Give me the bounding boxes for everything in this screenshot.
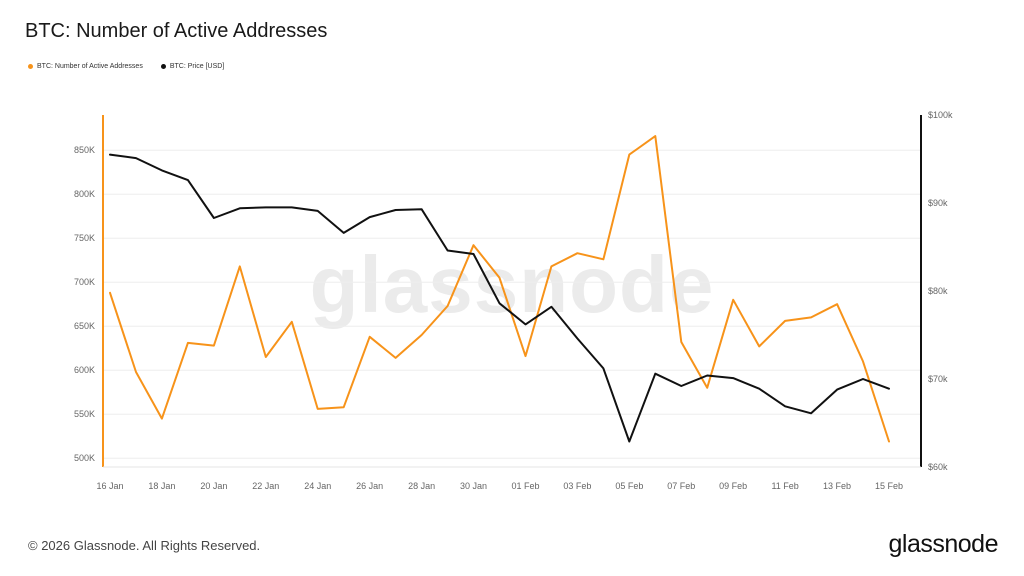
x-tick-label: 24 Jan <box>304 481 331 491</box>
y-right-tick-label: $100k <box>928 110 953 120</box>
x-tick-label: 05 Feb <box>615 481 643 491</box>
axes <box>102 115 922 468</box>
grid-lines <box>103 149 921 459</box>
x-tick-label: 09 Feb <box>719 481 747 491</box>
brand-logo[interactable]: glassnode <box>888 530 999 558</box>
x-tick-label: 07 Feb <box>667 481 695 491</box>
x-tick-label: 15 Feb <box>875 481 903 491</box>
price-series-line <box>109 153 890 443</box>
y-left-tick-label: 700K <box>74 277 95 287</box>
tick-labels: 500K 550K 600K 650K 700K 750K 800K 850K $60k $70k… <box>74 110 953 491</box>
y-left-tick-label: 750K <box>74 233 95 243</box>
active-addresses-series-line <box>109 135 890 443</box>
legend-dot-price <box>160 64 166 69</box>
x-tick-label: 20 Jan <box>200 481 227 491</box>
y-right-tick-label: $90k <box>928 198 948 208</box>
y-right-tick-label: $80k <box>928 286 948 296</box>
legend-item-active-addresses[interactable]: BTC: Number of Active Addresses <box>28 63 143 70</box>
y-left-tick-label: 600K <box>74 365 95 375</box>
x-tick-label: 30 Jan <box>460 481 487 491</box>
y-right-tick-label: $60k <box>928 462 948 472</box>
y-left-tick-label: 650K <box>74 321 95 331</box>
x-tick-label: 18 Jan <box>148 481 175 491</box>
y-left-tick-label: 500K <box>74 453 95 463</box>
x-tick-label: 01 Feb <box>511 481 539 491</box>
y-left-tick-label: 550K <box>74 409 95 419</box>
y-left-tick-label: 850K <box>74 145 95 155</box>
y-left-tick-label: 800K <box>74 189 95 199</box>
x-tick-label: 16 Jan <box>96 481 123 491</box>
x-tick-label: 11 Feb <box>771 481 798 491</box>
x-tick-label: 22 Jan <box>252 481 279 491</box>
legend-dot-active-addresses <box>28 64 33 69</box>
legend-item-price[interactable]: BTC: Price [USD] <box>160 63 225 70</box>
x-tick-label: 13 Feb <box>823 481 851 491</box>
chart-title: BTC: Number of Active Addresses <box>25 20 328 42</box>
legend-label-active-addresses: BTC: Number of Active Addresses <box>37 63 143 70</box>
x-tick-label: 28 Jan <box>408 481 435 491</box>
x-tick-label: 26 Jan <box>356 481 383 491</box>
series-lines <box>109 135 890 443</box>
legend-label-price: BTC: Price [USD] <box>169 63 225 70</box>
copyright-text: © 2026 Glassnode. All Rights Reserved. <box>28 538 261 553</box>
y-right-tick-label: $70k <box>928 374 948 384</box>
chart-legend: BTC: Number of Active Addresses BTC: Pri… <box>28 63 224 70</box>
x-tick-label: 03 Feb <box>563 481 591 491</box>
